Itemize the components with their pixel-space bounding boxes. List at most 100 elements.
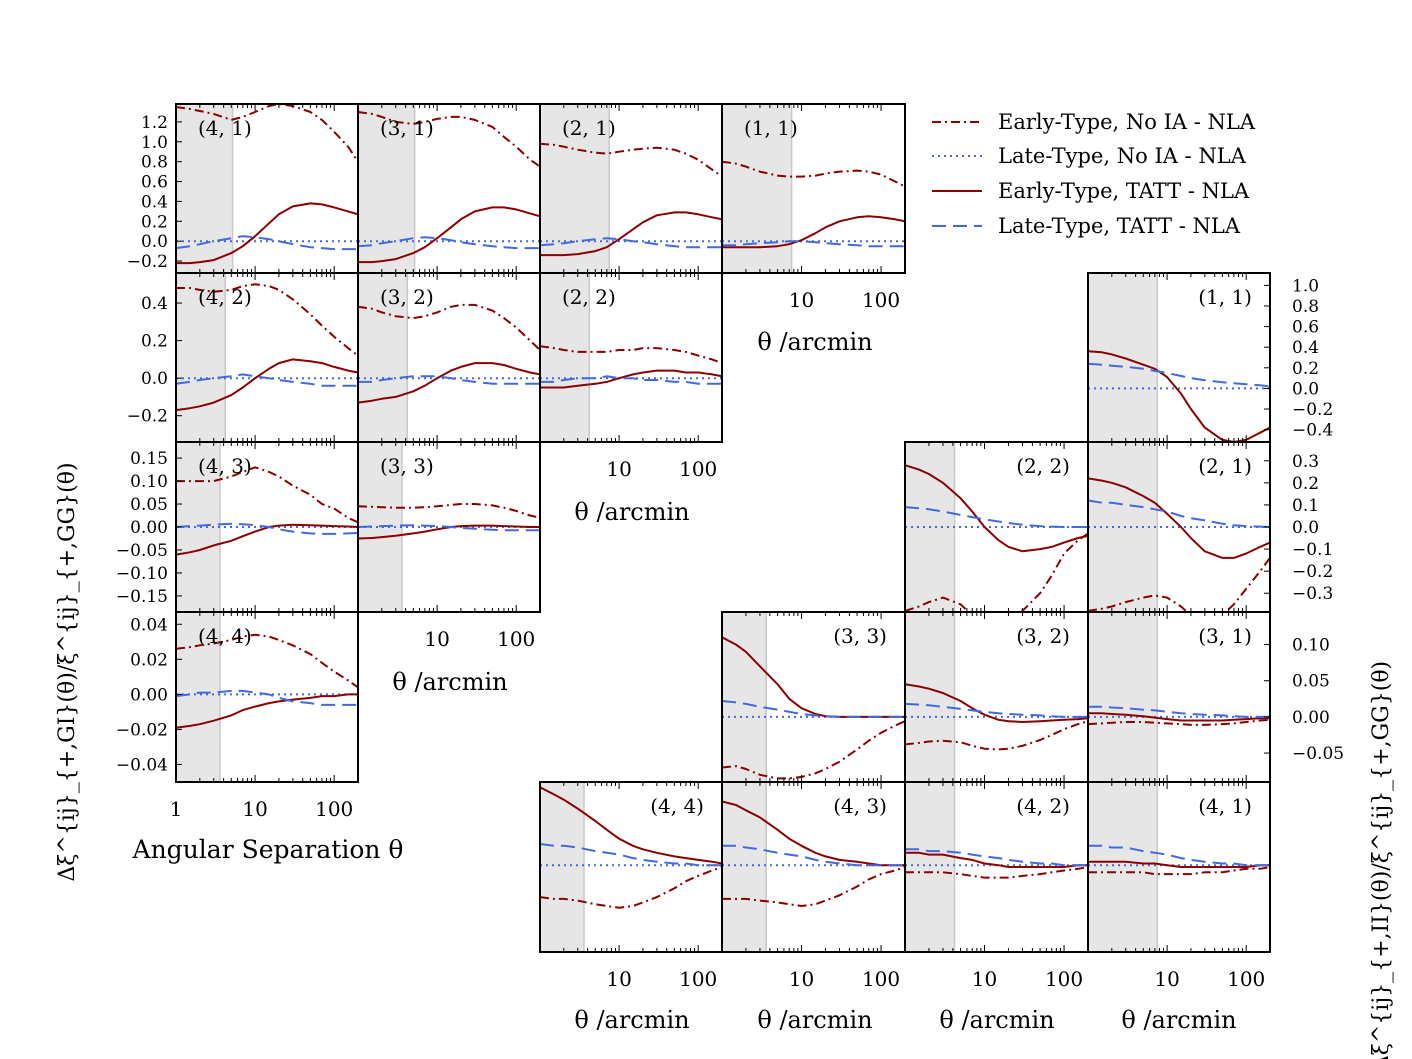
series-group: [1088, 477, 1270, 612]
panel-label: (3, 1): [380, 116, 434, 140]
shaded-region: [905, 782, 955, 952]
series-group: [1088, 705, 1270, 726]
panel-label: (1, 1): [1198, 285, 1252, 309]
y-tick-label: 0.0: [1292, 518, 1319, 538]
series-group: [540, 345, 722, 389]
x-tick-label: 10: [789, 288, 814, 312]
panel-gi-2: (2, 1): [539, 103, 723, 274]
y-tick-label: 0.00: [1292, 708, 1330, 728]
theta-xlabel: θ /arcmin: [757, 328, 872, 356]
y-tick-label: 0.8: [141, 153, 168, 173]
y-tick-label: 1.0: [1292, 276, 1319, 296]
series-group: [905, 464, 1088, 612]
panel-ii-10: −0.4−0.20.00.20.40.60.81.0 (1, 1): [1087, 272, 1333, 443]
series-line-dashed: [358, 375, 540, 385]
series-line-dashdot: [358, 503, 540, 519]
series-group: [358, 111, 540, 264]
shaded-region: [358, 273, 408, 442]
panel-gi-7: −0.15 −0.10 −0.05 0.00 0.05 0.10 0.15 (4, 3): [116, 441, 359, 613]
series-group: [1088, 844, 1270, 876]
series-line-solid: [722, 215, 905, 249]
panel-ii-11: (2, 2): [904, 441, 1089, 613]
panel-label: (4, 2): [198, 285, 252, 309]
series-line-dashed: [358, 524, 540, 532]
y-tick-label: 0.0: [141, 369, 168, 389]
panel-label: (1, 1): [744, 116, 798, 140]
shaded-region: [540, 273, 590, 442]
panels: −0.20.00.20.40.60.81.01.2 (4, 1) (3, 1) (2,…: [116, 103, 1344, 991]
panel-frame: [1087, 781, 1271, 953]
y-tick-label: 0.0: [1292, 379, 1319, 399]
shaded-region: [1088, 612, 1158, 782]
panel-label: (4, 3): [833, 794, 887, 818]
panel-label: (4, 2): [1016, 794, 1070, 818]
ii-ylabel: Δξ^{ij}_{+,II}(θ)/ξ^{ij}_{+,GG}(θ): [1369, 661, 1394, 1059]
y-tick-label: 1.0: [141, 133, 168, 153]
panel-gi-1: (3, 1): [357, 103, 541, 274]
y-tick-label: 0.2: [1292, 359, 1319, 379]
series-line-solid: [1088, 860, 1270, 868]
theta-xlabel: θ /arcmin: [574, 498, 689, 526]
panel-label: (3, 3): [833, 624, 887, 648]
series-line-dashed: [905, 848, 1088, 867]
y-tick-label: −0.2: [1292, 400, 1333, 420]
y-tick-label: −0.2: [127, 407, 168, 427]
gi-ylabel: Δξ^{ij}_{+,GI}(θ)/ξ^{ij}_{+,GG}(θ): [55, 462, 80, 881]
panel-label: (2, 2): [562, 285, 616, 309]
series-line-dashed: [176, 689, 358, 706]
series-group: [905, 683, 1088, 751]
x-tick-label: 10: [424, 627, 449, 651]
y-tick-label: 0.02: [130, 650, 168, 670]
y-tick-label: 0.2: [141, 332, 168, 352]
series-line-dashed: [722, 700, 905, 718]
y-tick-label: 0.10: [1292, 636, 1330, 656]
panel-label: (3, 1): [1198, 624, 1252, 648]
theta-xlabel: θ /arcmin: [757, 1006, 872, 1034]
y-tick-label: −0.05: [116, 541, 168, 561]
panel-ii-14: (3, 2): [904, 611, 1089, 783]
y-tick-label: −0.4: [1292, 421, 1333, 441]
series-line-solid: [540, 786, 722, 865]
x-tick-label: 10: [972, 967, 997, 991]
y-tick-label: −0.10: [116, 564, 168, 584]
series-line-dashdot: [358, 303, 540, 351]
x-tick-label: 100: [862, 288, 900, 312]
panel-label: (4, 4): [650, 794, 704, 818]
y-tick-label: −0.1: [1292, 540, 1333, 560]
series-group: [722, 800, 905, 907]
panel-ii-19: 10 100 (4, 1): [1087, 781, 1271, 991]
series-line-dashdot: [905, 532, 1088, 612]
series-line-dashed: [1088, 499, 1270, 528]
series-line-dashed: [1088, 705, 1270, 718]
x-tick-label: 100: [679, 457, 717, 481]
series-line-solid: [176, 202, 358, 265]
x-tick-label: 10: [1154, 967, 1179, 991]
panel-gi-6: 10 100 (2, 2): [539, 272, 723, 481]
panel-label: (2, 1): [562, 116, 616, 140]
y-tick-label: 0.0: [141, 232, 168, 252]
series-group: [358, 303, 540, 404]
series-line-dashed: [1088, 844, 1270, 867]
shaded-region: [540, 782, 585, 952]
shaded-region: [1088, 782, 1158, 952]
x-tick-label: 10: [242, 797, 267, 821]
panel-frame: [721, 103, 906, 274]
legend-label: Early-Type, No IA - NLA: [998, 110, 1256, 134]
y-tick-label: 0.6: [1292, 318, 1319, 338]
series-line-dashed: [540, 375, 722, 385]
series-line-dashed: [176, 235, 358, 251]
x-tick-label: 10: [606, 457, 631, 481]
series-line-dashdot: [722, 720, 905, 780]
series-line-solid: [176, 358, 358, 412]
y-tick-label: 0.6: [141, 173, 168, 193]
panel-ii-16: 10 100 (4, 4): [539, 781, 723, 991]
shaded-region: [176, 273, 226, 442]
panel-label: (2, 2): [1016, 454, 1070, 478]
panel-gi-0: −0.20.00.20.40.60.81.01.2 (4, 1): [127, 103, 359, 274]
series-group: [176, 633, 358, 729]
x-tick-label: 100: [315, 797, 353, 821]
series-line-dashed: [1088, 362, 1270, 388]
series-group: [540, 786, 722, 909]
series-line-dashdot: [358, 111, 540, 168]
series-line-dashed: [176, 373, 358, 387]
